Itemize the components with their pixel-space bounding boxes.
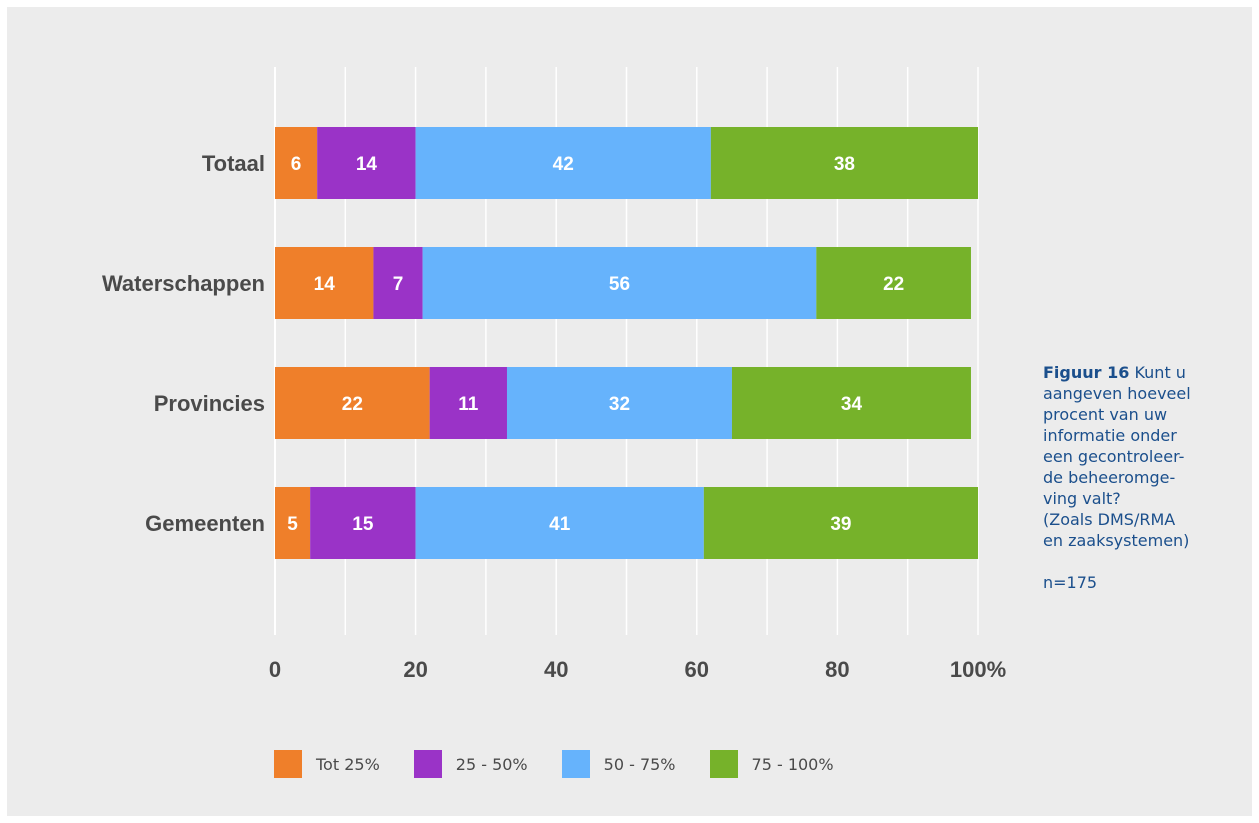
data-label: 22: [883, 274, 904, 295]
bar-segment: [373, 247, 423, 319]
legend-label: 75 - 100%: [751, 754, 834, 774]
bar-segment: [506, 367, 732, 439]
legend: Tot 25% 25 - 50% 50 - 75% 75 - 100%: [274, 750, 868, 778]
bar-segment: [415, 127, 711, 199]
bar-segment: [710, 127, 978, 199]
bar-segment: [703, 487, 978, 559]
legend-item: 50 - 75%: [561, 750, 676, 778]
x-tick-label: 100%: [950, 657, 1006, 682]
data-label: 14: [356, 154, 378, 175]
figure-caption: Figuur 16 Kunt u aangeven hoeveel procen…: [1043, 362, 1253, 593]
x-tick-label: 40: [544, 657, 568, 682]
category-label: Totaal: [202, 151, 265, 176]
legend-swatch: [709, 750, 738, 778]
bar-segment: [415, 487, 704, 559]
data-label: 11: [458, 394, 479, 415]
data-label: 34: [841, 394, 863, 415]
data-label: 42: [553, 154, 574, 175]
caption-text: Kunt u aangeven hoeveel procent van uw i…: [1043, 363, 1191, 550]
data-label: 41: [549, 514, 571, 535]
bar-segment: [275, 367, 430, 439]
bar-segment: [275, 487, 311, 559]
chart-panel: 6 14 42 38 Totaal 14 7 56 22 Waterschappen 22 11 32 3…: [7, 7, 1252, 816]
bar-segment: [422, 247, 817, 319]
data-label: 39: [830, 514, 851, 535]
bar-segment: [816, 247, 971, 319]
category-label: Waterschappen: [102, 271, 265, 296]
legend-item: Tot 25%: [274, 750, 380, 778]
legend-label: 50 - 75%: [603, 754, 676, 774]
legend-swatch: [561, 750, 590, 778]
category-label: Provincies: [154, 391, 265, 416]
data-label: 14: [314, 274, 336, 295]
category-label: Gemeenten: [145, 511, 265, 536]
x-tick-label: 0: [269, 657, 281, 682]
legend-item: 25 - 50%: [413, 750, 528, 778]
x-tick-label: 60: [685, 657, 709, 682]
sample-size: n=175: [1043, 573, 1098, 592]
legend-item: 75 - 100%: [709, 750, 834, 778]
data-label: 22: [342, 394, 363, 415]
data-label: 32: [609, 394, 630, 415]
caption-title: Figuur 16: [1043, 363, 1130, 382]
data-label: 7: [393, 274, 404, 295]
data-label: 15: [352, 514, 374, 535]
data-label: 6: [291, 154, 302, 175]
bar-segment: [275, 127, 318, 199]
legend-label: Tot 25%: [316, 754, 380, 774]
x-tick-label: 20: [403, 657, 427, 682]
bar-segment: [275, 247, 374, 319]
x-tick-label: 80: [825, 657, 849, 682]
bar-segment: [317, 127, 416, 199]
data-label: 56: [609, 274, 630, 295]
bar-segment: [429, 367, 507, 439]
legend-label: 25 - 50%: [455, 754, 528, 774]
stacked-bar-chart: 6 14 42 38 Totaal 14 7 56 22 Waterschappen 22 11 32 3…: [102, 67, 1006, 682]
legend-swatch: [274, 750, 302, 778]
legend-swatch: [413, 750, 442, 778]
bar-segment: [731, 367, 971, 439]
bar-segment: [310, 487, 416, 559]
data-label: 5: [287, 514, 298, 535]
data-label: 38: [834, 154, 855, 175]
